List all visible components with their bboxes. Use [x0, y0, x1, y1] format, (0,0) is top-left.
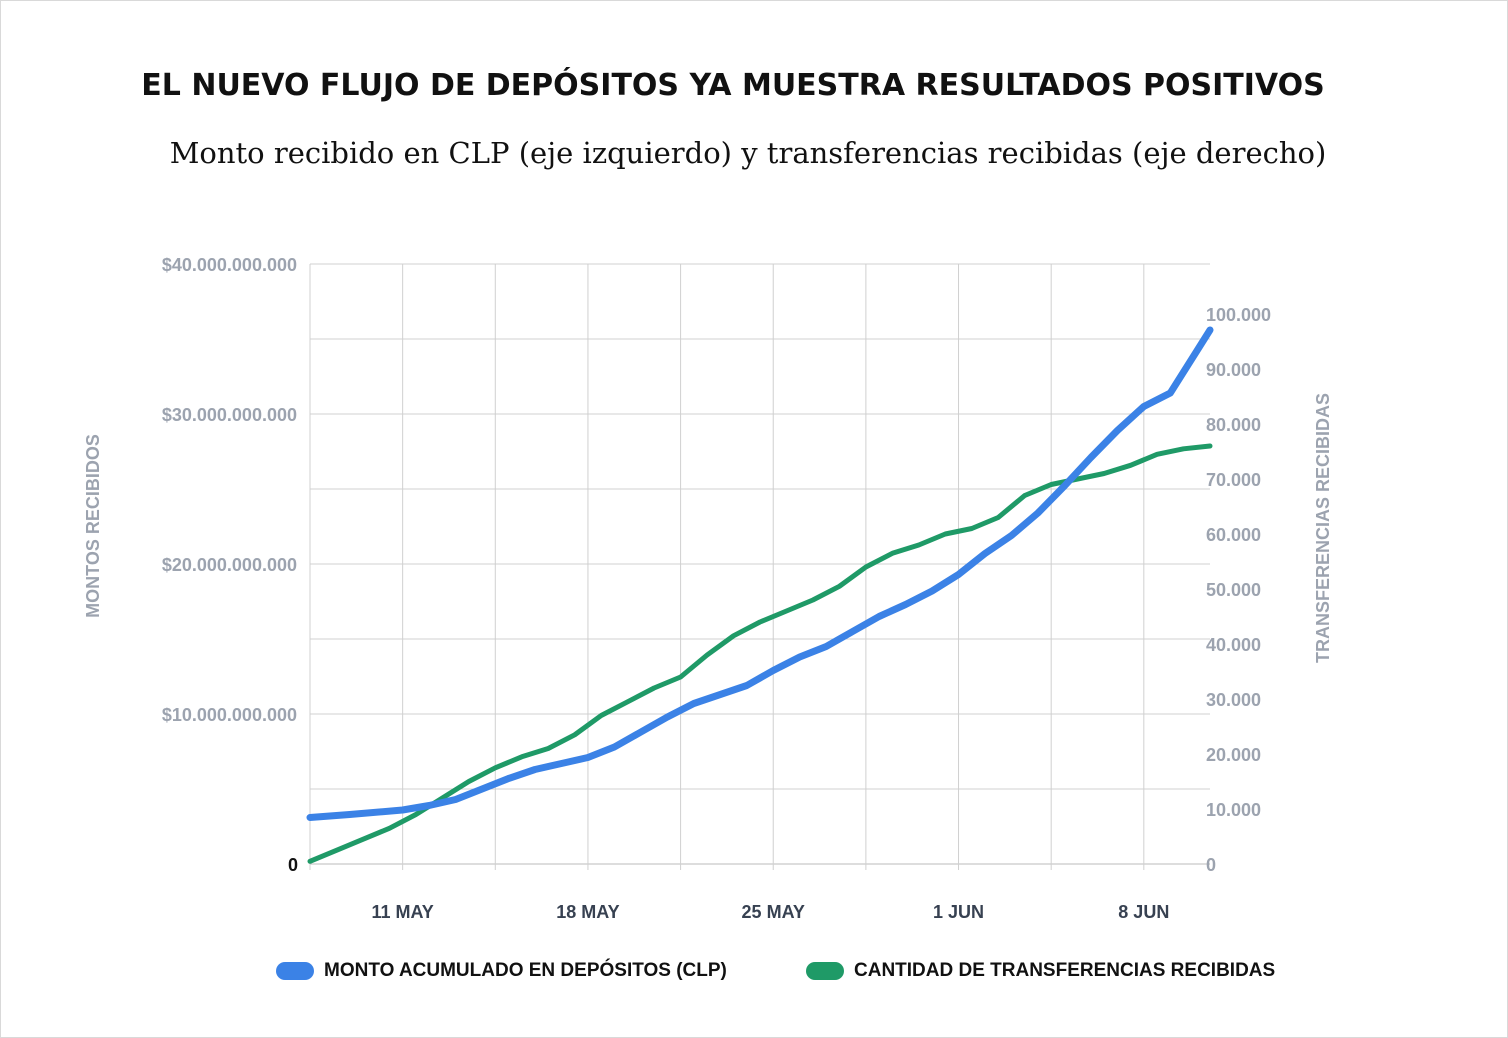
- legend-swatch-transferencias: [806, 962, 844, 980]
- chart-legend: MONTO ACUMULADO EN DEPÓSITOS (CLP): [276, 956, 727, 986]
- chart-title: EL NUEVO FLUJO DE DEPÓSITOS YA MUESTRA R…: [141, 68, 1325, 103]
- x-tick-label: 18 MAY: [556, 902, 619, 922]
- y-right-tick-label: 0: [1206, 855, 1216, 875]
- y-right-tick-label: 20.000: [1206, 745, 1261, 765]
- chart-subtitle: Monto recibido en CLP (eje izquierdo) y …: [169, 136, 1327, 170]
- series-line-monto: [306, 326, 1214, 821]
- legend-label-transferencias: CANTIDAD DE TRANSFERENCIAS RECIBIDAS: [854, 960, 1276, 981]
- y-left-tick-label: $10.000.000.000: [162, 705, 297, 725]
- y-right-tick-label: 80.000: [1206, 415, 1261, 435]
- chart-legend-2: CANTIDAD DE TRANSFERENCIAS RECIBIDAS: [806, 956, 1275, 986]
- y-left-axis-title: MONTOS RECIBIDOS: [83, 434, 103, 618]
- y-right-axis-title: TRANSFERENCIAS RECIBIDAS: [1313, 393, 1333, 663]
- y-right-tick-label: 70.000: [1206, 470, 1261, 490]
- legend-swatch-monto: [276, 962, 314, 980]
- y-right-tick-label: 10.000: [1206, 800, 1261, 820]
- series-line-transferencias: [307, 443, 1213, 864]
- x-tick-label: 8 JUN: [1118, 902, 1169, 922]
- y-right-tick-label: 90.000: [1206, 360, 1261, 380]
- y-left-tick-label: $20.000.000.000: [162, 555, 297, 575]
- y-right-tick-label: 30.000: [1206, 690, 1261, 710]
- x-tick-label: 1 JUN: [933, 902, 984, 922]
- y-left-tick-label: $40.000.000.000: [162, 255, 297, 275]
- y-left-tick-label: $30.000.000.000: [162, 405, 297, 425]
- x-tick-label: 11 MAY: [371, 902, 433, 922]
- legend-label-monto: MONTO ACUMULADO EN DEPÓSITOS (CLP): [324, 960, 727, 981]
- y-right-tick-label: 100.000: [1206, 305, 1271, 325]
- y-right-tick-label: 60.000: [1206, 525, 1261, 545]
- y-right-tick-label: 40.000: [1206, 635, 1261, 655]
- x-tick-label: 25 MAY: [742, 902, 805, 922]
- y-right-tick-label: 50.000: [1206, 580, 1261, 600]
- y-left-tick-label: 0: [288, 855, 298, 875]
